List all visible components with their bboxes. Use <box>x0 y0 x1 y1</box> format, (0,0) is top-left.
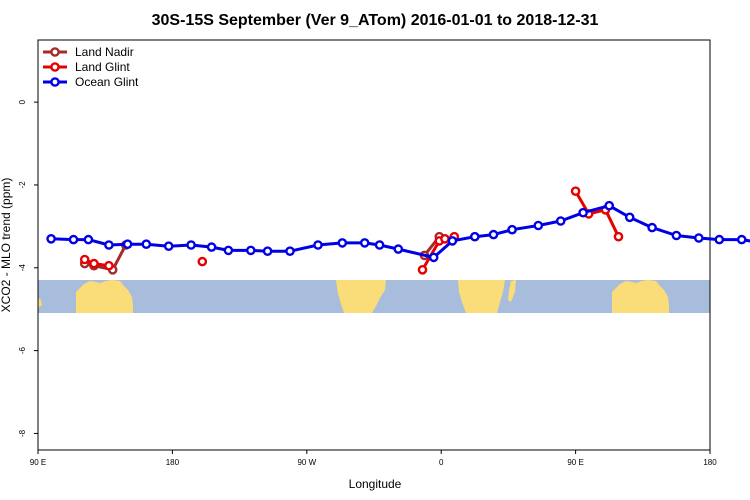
land-glint-point <box>570 186 581 196</box>
x-tick-label: 90 E <box>30 458 46 467</box>
land-glint-point <box>417 264 428 275</box>
ocean-glint-point <box>186 240 196 250</box>
ocean-glint-point <box>604 200 615 211</box>
series-layer <box>46 186 750 275</box>
ocean-glint-point <box>68 234 79 245</box>
ocean-glint-point <box>206 242 217 252</box>
x-tick-label: 90 W <box>297 458 316 467</box>
land-glint-point <box>89 258 99 269</box>
ocean-glint-point <box>374 240 385 250</box>
y-tick-label: -8 <box>18 429 27 437</box>
map-land-south-america <box>336 280 386 313</box>
plot-frame <box>37 39 711 451</box>
land-glint-point <box>440 233 450 244</box>
ocean-glint-point <box>624 212 635 223</box>
land-glint-line <box>574 189 620 239</box>
ocean-glint-point <box>393 244 404 254</box>
x-tick-label: 180 <box>703 458 717 467</box>
y-tick-label: 0 <box>18 99 27 104</box>
ocean-glint-point <box>83 234 94 245</box>
ocean-glint-point <box>447 236 458 246</box>
land-glint-point <box>197 256 208 267</box>
ocean-glint-point <box>262 246 273 256</box>
legend-label-land-nadir: Land Nadir <box>75 45 134 59</box>
ocean-glint-point <box>223 245 234 256</box>
ocean-glint-point <box>46 233 56 244</box>
ocean-glint-point <box>428 252 439 263</box>
map-land-australia-repeat <box>612 280 669 313</box>
axis-ticks: 90 E 180 90 W 0 90 E 180 0 -2 -4 -6 -8 <box>18 99 717 467</box>
y-tick-label: -4 <box>18 264 27 272</box>
ocean-glint-point <box>141 239 152 249</box>
y-tick-label: -6 <box>18 347 27 355</box>
chart-title: 30S-15S September (Ver 9_ATom) 2016-01-0… <box>152 12 599 29</box>
ocean-glint-point <box>578 207 588 218</box>
legend-marker-ocean-glint <box>50 77 60 87</box>
y-axis-label: XCO2 - MLO trend (ppm) <box>0 178 13 313</box>
map-land-madagascar <box>508 280 516 302</box>
map-land-south-america-tip <box>38 298 42 308</box>
ocean-glint-point <box>671 230 682 241</box>
x-tick-label: 90 E <box>567 458 583 467</box>
ocean-glint-point <box>313 240 323 250</box>
ocean-glint-point <box>555 216 566 226</box>
x-tick-label: 180 <box>166 458 180 467</box>
land-glint-point <box>613 231 624 242</box>
legend-marker-land-nadir <box>50 47 60 57</box>
ocean-glint-point <box>122 239 133 249</box>
ocean-glint-point <box>285 246 295 256</box>
legend-marker-land-glint <box>50 62 60 72</box>
ocean-glint-point <box>488 229 499 240</box>
ocean-glint-point <box>337 238 348 248</box>
y-tick-label: -2 <box>18 181 27 189</box>
ocean-glint-point <box>694 233 704 243</box>
map-land-africa <box>458 280 505 313</box>
legend-label-ocean-glint: Ocean Glint <box>75 75 139 89</box>
ocean-glint-point <box>469 231 480 242</box>
ocean-glint-point <box>163 241 174 251</box>
ocean-glint-point <box>104 240 114 250</box>
ocean-glint-point <box>245 245 256 256</box>
map-band <box>38 280 710 313</box>
legend-label-land-glint: Land Glint <box>75 60 130 74</box>
x-tick-label: 0 <box>439 458 444 467</box>
ocean-glint-point <box>647 222 657 233</box>
ocean-glint-point <box>714 234 725 245</box>
ocean-glint-point <box>507 224 517 235</box>
land-glint-point <box>79 254 90 265</box>
ocean-glint-point <box>736 234 747 245</box>
map-land-australia <box>76 280 133 313</box>
x-axis-label: Longitude <box>349 477 402 491</box>
ocean-glint-point <box>533 220 544 231</box>
ocean-glint-point <box>359 238 370 248</box>
land-glint-point <box>104 260 114 271</box>
